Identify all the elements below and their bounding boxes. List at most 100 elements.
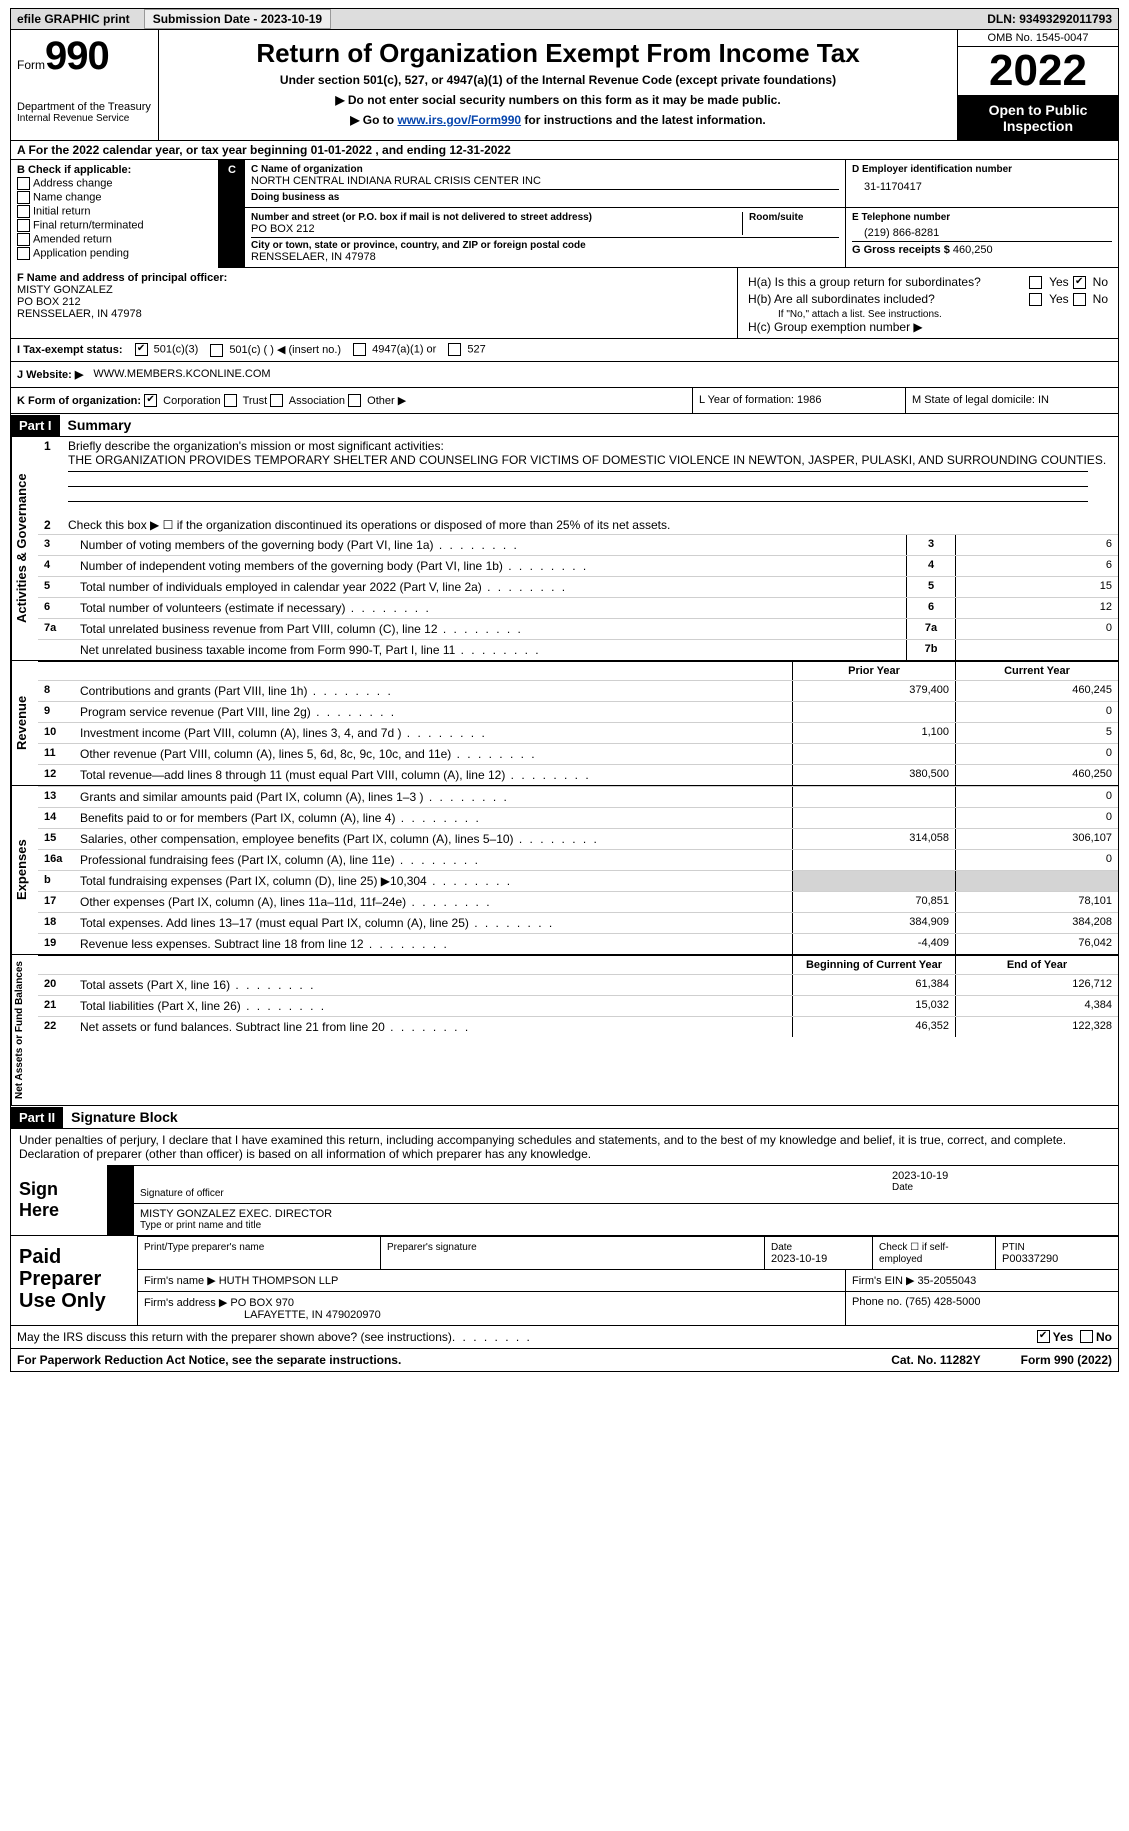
street-label: Number and street (or P.O. box if mail i… [251,212,742,223]
address-change-checkbox[interactable] [17,177,30,190]
hb-yes-checkbox[interactable] [1029,293,1042,306]
end-year-hdr: End of Year [955,956,1118,974]
perjury-declaration: Under penalties of perjury, I declare th… [11,1129,1118,1165]
netassets-label: Net Assets or Fund Balances [11,955,38,1105]
submission-date-button[interactable]: Submission Date - 2023-10-19 [144,9,331,29]
ssn-note: ▶ Do not enter social security numbers o… [167,93,949,107]
cat-no: Cat. No. 11282Y [891,1353,980,1367]
org-name-label: C Name of organization [251,164,839,175]
ptin-value: P00337290 [1002,1253,1058,1265]
amended-return-checkbox[interactable] [17,233,30,246]
form-footer: Form 990 (2022) [1021,1353,1112,1367]
hc-label: H(c) Group exemption number ▶ [748,320,1108,334]
application-pending-checkbox[interactable] [17,247,30,260]
prep-date-label: Date [771,1242,792,1253]
l1-label: Briefly describe the organization's miss… [68,439,444,453]
f-label: F Name and address of principal officer: [17,272,227,284]
activities-governance-label: Activities & Governance [11,437,38,660]
assoc-checkbox[interactable] [270,394,283,407]
hb-no-checkbox[interactable] [1073,293,1086,306]
other-checkbox[interactable] [348,394,361,407]
part1-bar: Part I [11,415,60,436]
efile-label: efile GRAPHIC print [11,10,136,28]
current-year-hdr: Current Year [955,662,1118,680]
officer-name: MISTY GONZALEZ [17,284,731,296]
form-subtitle: Under section 501(c), 527, or 4947(a)(1)… [167,73,949,87]
calendar-year-row: A For the 2022 calendar year, or tax yea… [10,141,1119,160]
org-name: NORTH CENTRAL INDIANA RURAL CRISIS CENTE… [251,175,839,187]
ptin-label: PTIN [1002,1242,1025,1253]
part2-title: Signature Block [63,1106,186,1128]
c-marker: C [219,160,245,207]
discuss-no-checkbox[interactable] [1080,1330,1093,1343]
city-value: RENSSELAER, IN 47978 [251,251,839,263]
corp-checkbox[interactable] [144,394,157,407]
k-label: K Form of organization: [17,395,141,407]
b-header: B Check if applicable: [17,164,212,176]
officer-addr1: PO BOX 212 [17,296,731,308]
501c3-checkbox[interactable] [135,343,148,356]
form-number: 990 [45,34,109,78]
ha-no-checkbox[interactable] [1073,276,1086,289]
dln-label: DLN: 93493292011793 [981,10,1118,28]
discuss-label: May the IRS discuss this return with the… [17,1330,452,1344]
4947-checkbox[interactable] [353,343,366,356]
ha-label: H(a) Is this a group return for subordin… [748,275,1025,289]
firm-addr2: LAFAYETTE, IN 479020970 [144,1309,381,1321]
phone-value: (219) 866-8281 [852,223,1112,239]
sig-officer-label: Signature of officer [140,1188,880,1199]
paid-preparer-label: Paid Preparer Use Only [11,1236,138,1325]
firm-name: Firm's name ▶ HUTH THOMPSON LLP [138,1270,846,1291]
527-checkbox[interactable] [448,343,461,356]
website-value: WWW.MEMBERS.KCONLINE.COM [93,368,270,381]
gross-value: 460,250 [953,244,993,256]
goto-pre: ▶ Go to [350,113,397,127]
hb-label: H(b) Are all subordinates included? [748,292,1025,306]
revenue-label: Revenue [11,661,38,785]
prep-date: 2023-10-19 [771,1253,827,1265]
preparer-sig-label: Preparer's signature [387,1242,477,1253]
city-label: City or town, state or province, country… [251,240,839,251]
officer-addr2: RENSSELAER, IN 47978 [17,308,731,320]
ein-label: D Employer identification number [852,164,1112,175]
part2-bar: Part II [11,1107,63,1128]
dba-label: Doing business as [251,192,839,203]
part1-title: Summary [60,414,140,436]
sign-here-label: Sign Here [11,1165,108,1235]
room-label: Room/suite [749,212,839,223]
firm-addr: Firm's address ▶ PO BOX 970 [144,1297,294,1309]
ein-value: 31-1170417 [852,175,1112,193]
l-year: L Year of formation: 1986 [692,388,905,414]
501c-checkbox[interactable] [210,344,223,357]
street-value: PO BOX 212 [251,223,742,235]
begin-year-hdr: Beginning of Current Year [792,956,955,974]
addr-marker [219,208,245,267]
name-change-checkbox[interactable] [17,191,30,204]
form-prefix: Form [17,58,45,72]
form-title: Return of Organization Exempt From Incom… [167,38,949,69]
sig-date: 2023-10-19 [892,1170,1112,1182]
phone-label: E Telephone number [852,212,1112,223]
tax-year: 2022 [958,47,1118,96]
l2-text: Check this box ▶ ☐ if the organization d… [68,518,1112,532]
section-b: B Check if applicable: Address change Na… [11,160,219,268]
dept-label: Department of the Treasury [17,101,152,113]
initial-return-checkbox[interactable] [17,205,30,218]
typed-name-label: Type or print name and title [140,1220,1112,1231]
discuss-yes-checkbox[interactable] [1037,1330,1050,1343]
gross-label: G Gross receipts $ [852,244,950,256]
expenses-label: Expenses [11,786,38,954]
j-label: J Website: ▶ [17,368,83,381]
ha-yes-checkbox[interactable] [1029,276,1042,289]
irs-link[interactable]: www.irs.gov/Form990 [397,113,521,127]
final-return-checkbox[interactable] [17,219,30,232]
omb-number: OMB No. 1545-0047 [958,30,1118,47]
i-label: I Tax-exempt status: [17,344,123,356]
sig-date-label: Date [892,1182,1112,1193]
pra-notice: For Paperwork Reduction Act Notice, see … [17,1353,401,1367]
arrow-icon [108,1204,134,1235]
irs-label: Internal Revenue Service [17,113,152,124]
arrow-icon [108,1166,134,1203]
preparer-name-label: Print/Type preparer's name [144,1242,264,1253]
trust-checkbox[interactable] [224,394,237,407]
